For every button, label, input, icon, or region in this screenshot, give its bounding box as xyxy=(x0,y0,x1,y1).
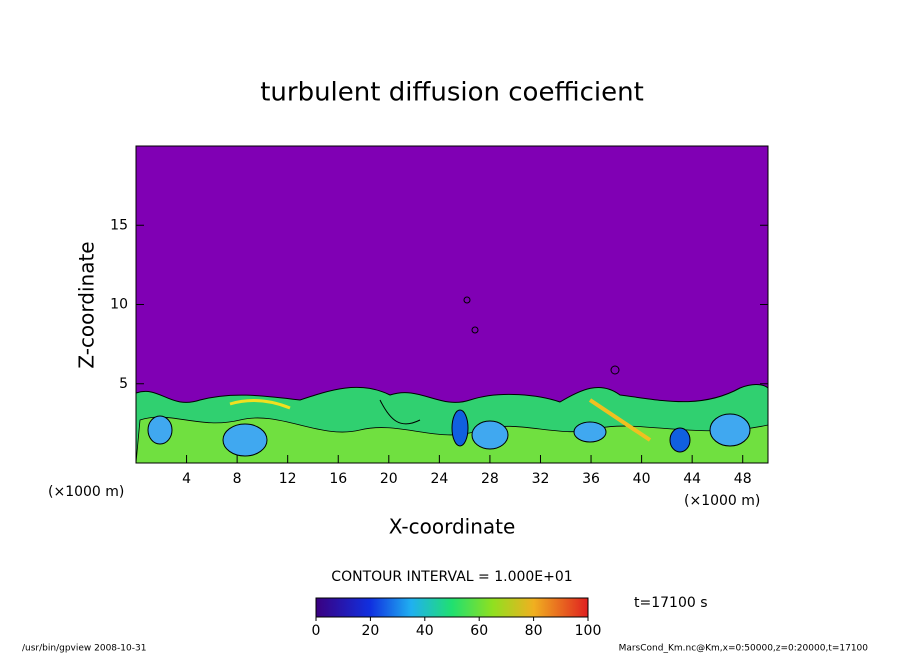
x-unit: (×1000 m) xyxy=(684,493,760,509)
x-tick-label: 40 xyxy=(633,471,651,487)
x-tick-label: 28 xyxy=(481,471,499,487)
x-tick-label: 48 xyxy=(734,471,752,487)
colorbar-tick-label: 20 xyxy=(361,623,379,639)
x-tick-label: 36 xyxy=(582,471,600,487)
footer-right: MarsCond_Km.nc@Km,x=0:50000,z=0:20000,t=… xyxy=(619,644,869,654)
contour-interval: CONTOUR INTERVAL = 1.000E+01 xyxy=(331,569,572,585)
x-tick-label: 24 xyxy=(430,471,448,487)
x-tick-label: 12 xyxy=(279,471,297,487)
x-axis-label: X-coordinate xyxy=(389,515,516,539)
colorbar xyxy=(315,597,589,618)
x-tick-label: 44 xyxy=(683,471,701,487)
colorbar-tick-label: 0 xyxy=(312,623,321,639)
turbulent-layer xyxy=(136,296,768,463)
x-tick-label: 32 xyxy=(532,471,550,487)
x-tick-label: 16 xyxy=(329,471,347,487)
x-tick-label: 4 xyxy=(182,471,191,487)
colorbar-tick-label: 100 xyxy=(575,623,602,639)
y-tick-label: 10 xyxy=(110,297,128,313)
colorbar-tick-label: 80 xyxy=(525,623,543,639)
colorbar-tick-label: 40 xyxy=(416,623,434,639)
colorbar-tick-label: 60 xyxy=(470,623,488,639)
x-tick-label: 20 xyxy=(380,471,398,487)
chart-title: turbulent diffusion coefficient xyxy=(260,78,644,108)
footer-left: /usr/bin/gpview 2008-10-31 xyxy=(22,644,146,654)
y-tick-label: 5 xyxy=(119,376,128,392)
x-unit: (×1000 m) xyxy=(48,484,124,500)
time-label: t=17100 s xyxy=(634,595,708,611)
x-tick-label: 8 xyxy=(233,471,242,487)
y-axis-label: Z-coordinate xyxy=(75,241,99,368)
y-tick-label: 15 xyxy=(110,217,128,233)
